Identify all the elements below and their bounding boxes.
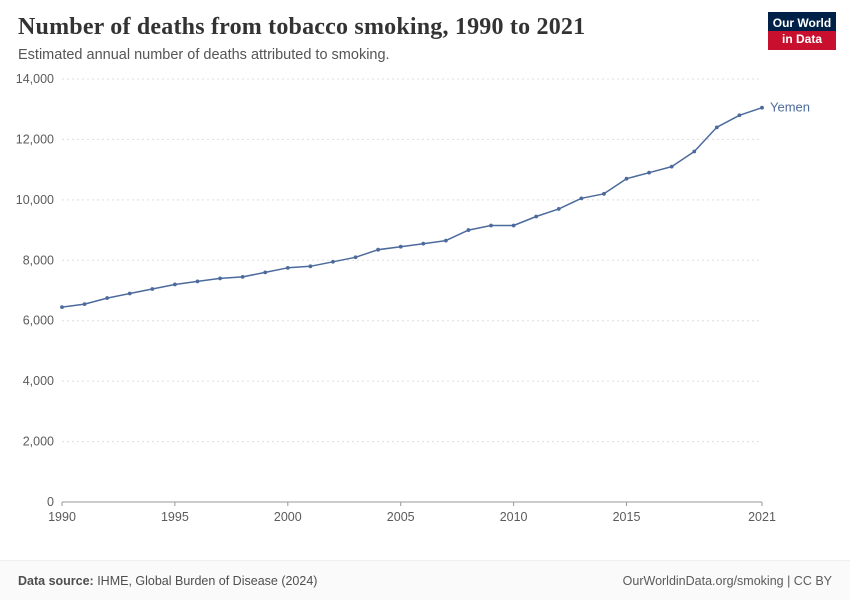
data-point-marker[interactable] [60, 305, 64, 310]
data-point-marker[interactable] [760, 105, 764, 110]
data-point-marker[interactable] [105, 296, 110, 300]
owid-logo-line1: Our World [768, 12, 836, 32]
data-point-marker[interactable] [692, 149, 697, 154]
data-point-marker[interactable] [579, 196, 584, 201]
data-point-marker[interactable] [376, 247, 381, 252]
data-point-marker[interactable] [489, 223, 493, 228]
chart-footer: Data source: IHME, Global Burden of Dise… [0, 560, 850, 600]
chart-subtitle: Estimated annual number of deaths attrib… [18, 47, 390, 63]
data-point-marker[interactable] [714, 125, 719, 130]
data-point-marker[interactable] [263, 270, 268, 275]
data-point-marker[interactable] [602, 191, 606, 196]
y-axis-tick-label: 14,000 [16, 72, 54, 86]
x-axis-tick-label: 2005 [387, 510, 415, 524]
y-axis-tick-label: 2,000 [23, 435, 54, 449]
data-point-marker[interactable] [624, 176, 629, 181]
owid-logo[interactable]: Our World in Data [768, 12, 836, 50]
y-axis-tick-label: 12,000 [16, 132, 54, 146]
footer-link[interactable]: OurWorldinData.org/smoking | CC BY [622, 573, 832, 588]
data-point-marker[interactable] [443, 238, 448, 243]
data-point-marker[interactable] [82, 302, 87, 306]
data-source-text: IHME, Global Burden of Disease (2024) [93, 573, 318, 588]
x-axis-tick-label: 1995 [161, 510, 189, 524]
data-point-marker[interactable] [308, 264, 313, 269]
series-line[interactable] [61, 106, 763, 308]
data-point-marker[interactable] [127, 291, 132, 296]
data-point-marker[interactable] [195, 279, 200, 284]
data-point-marker[interactable] [398, 244, 403, 249]
y-axis-tick-label: 6,000 [23, 314, 54, 328]
chart-header: Number of deaths from tobacco smoking, 1… [0, 0, 850, 63]
data-point-marker[interactable] [218, 276, 222, 281]
x-axis-tick-label: 2010 [500, 510, 528, 524]
data-source-label: Data source: [18, 573, 94, 588]
y-axis-tick-label: 0 [47, 495, 54, 509]
data-point-marker[interactable] [669, 164, 674, 169]
data-source: Data source: IHME, Global Burden of Dise… [18, 574, 317, 588]
owid-logo-line2: in Data [768, 31, 836, 50]
y-axis-tick-label: 10,000 [16, 193, 54, 207]
data-point-marker[interactable] [331, 259, 335, 264]
x-axis-tick-label: 2021 [748, 510, 776, 524]
y-axis-tick-label: 4,000 [23, 374, 54, 388]
data-point-marker[interactable] [173, 282, 177, 287]
data-point-marker[interactable] [511, 223, 516, 228]
chart-area[interactable]: 0 2,000 4,000 6,000 8,000 10,000 12,000 14,000 1… [0, 63, 850, 560]
x-axis-tick-label: 1990 [48, 510, 76, 524]
line-chart[interactable]: 0 2,000 4,000 6,000 8,000 10,000 12,000 14,000 1… [0, 67, 850, 532]
x-axis-tick-label: 2000 [274, 510, 302, 524]
data-point-marker[interactable] [647, 170, 651, 175]
data-point-marker[interactable] [534, 214, 539, 219]
x-axis-tick-label: 2015 [613, 510, 641, 524]
data-point-marker[interactable] [737, 113, 742, 118]
data-point-marker[interactable] [353, 255, 358, 260]
data-point-marker[interactable] [285, 265, 290, 270]
chart-title: Number of deaths from tobacco smoking, 1… [18, 14, 586, 40]
data-point-marker[interactable] [150, 287, 155, 291]
data-point-marker[interactable] [466, 228, 471, 232]
data-point-marker[interactable] [240, 275, 245, 279]
series-end-label[interactable]: Yemen [770, 100, 810, 115]
data-point-marker[interactable] [556, 207, 561, 211]
y-axis-tick-label: 8,000 [23, 253, 54, 267]
data-point-marker[interactable] [421, 241, 426, 246]
